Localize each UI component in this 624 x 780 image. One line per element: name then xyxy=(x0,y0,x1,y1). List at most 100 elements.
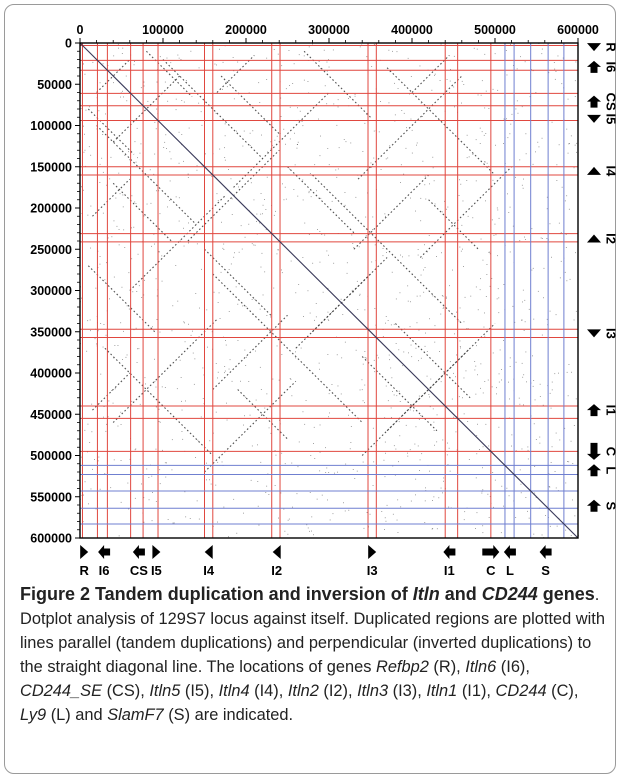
dot xyxy=(364,351,366,352)
dot xyxy=(226,189,228,191)
dot xyxy=(201,124,203,126)
dot xyxy=(167,100,169,102)
dot xyxy=(87,423,89,425)
dot xyxy=(134,449,136,451)
dot xyxy=(535,497,537,498)
dot xyxy=(483,326,485,328)
dot xyxy=(91,403,93,405)
dot xyxy=(156,108,158,110)
dot xyxy=(152,326,153,328)
gene-arrow-icon xyxy=(587,166,601,175)
dot xyxy=(117,43,119,45)
dot xyxy=(485,90,487,92)
dot xyxy=(188,127,190,129)
dot xyxy=(475,477,477,479)
dot xyxy=(287,533,289,535)
dot xyxy=(384,417,386,419)
dot xyxy=(170,158,172,160)
dot xyxy=(488,108,490,109)
dot xyxy=(138,348,140,350)
dot xyxy=(432,528,434,529)
dot xyxy=(175,196,177,198)
dot xyxy=(432,167,434,169)
dot xyxy=(575,252,576,254)
dot xyxy=(261,252,263,254)
dot xyxy=(436,414,438,416)
dot xyxy=(312,43,313,45)
dot xyxy=(211,176,213,177)
dot xyxy=(112,402,114,404)
dot xyxy=(464,296,466,298)
dot xyxy=(267,473,269,475)
gene-label: L xyxy=(603,466,618,474)
dot xyxy=(184,491,186,493)
caption-text: Refbp2 xyxy=(375,658,429,676)
dot xyxy=(492,88,494,90)
dot xyxy=(509,357,511,359)
dot xyxy=(254,244,256,246)
dot xyxy=(443,477,445,479)
dot xyxy=(546,208,548,210)
dot xyxy=(343,139,345,140)
dot xyxy=(525,351,527,353)
dot xyxy=(433,430,435,431)
dot xyxy=(565,234,567,235)
dot xyxy=(398,390,400,392)
dot xyxy=(359,389,361,391)
dot xyxy=(289,106,291,108)
dot xyxy=(178,197,180,199)
dot xyxy=(178,131,180,133)
figure-title: Itln xyxy=(412,584,440,604)
dot xyxy=(270,432,272,434)
dot xyxy=(257,505,259,507)
dot xyxy=(289,85,290,86)
dot xyxy=(566,280,568,282)
dot xyxy=(463,377,465,379)
dot xyxy=(259,308,261,310)
dot xyxy=(366,56,368,58)
dot xyxy=(493,234,495,236)
dot xyxy=(86,350,88,352)
dot xyxy=(285,143,286,145)
tandem-duplication-line xyxy=(112,182,172,242)
dot xyxy=(397,499,399,501)
dot xyxy=(390,324,392,326)
dot xyxy=(516,100,518,102)
dot xyxy=(558,372,559,374)
inverted-duplication-line xyxy=(216,54,255,93)
dot xyxy=(342,314,344,315)
dot xyxy=(119,193,121,195)
dot xyxy=(453,372,454,374)
dot xyxy=(216,64,217,66)
dot xyxy=(366,237,368,239)
dot xyxy=(99,263,101,265)
dot xyxy=(447,464,449,466)
dot xyxy=(567,461,568,462)
dot xyxy=(145,383,146,385)
dot xyxy=(434,444,435,446)
dot xyxy=(521,184,523,186)
dot xyxy=(443,480,444,482)
dot xyxy=(476,345,477,347)
dot xyxy=(416,144,417,146)
dot xyxy=(117,425,119,427)
dot xyxy=(407,452,408,454)
dot xyxy=(97,330,99,332)
dot xyxy=(489,496,491,497)
dot xyxy=(121,286,123,288)
dot xyxy=(449,361,451,363)
dot xyxy=(420,220,422,222)
dot xyxy=(355,349,357,351)
dot xyxy=(109,178,111,180)
dot xyxy=(228,536,229,538)
dot xyxy=(373,359,375,361)
dot xyxy=(458,396,460,398)
dot xyxy=(103,324,105,325)
dot xyxy=(484,161,485,163)
dot xyxy=(90,205,92,207)
dot xyxy=(509,398,510,400)
dot xyxy=(293,63,295,65)
dot xyxy=(429,406,431,408)
dot xyxy=(546,196,548,198)
dot xyxy=(326,467,328,469)
